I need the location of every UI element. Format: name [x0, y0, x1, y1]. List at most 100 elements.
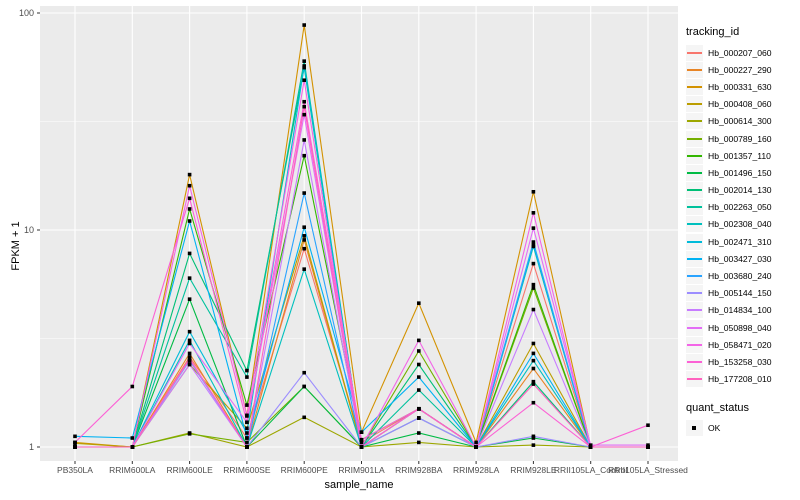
legend-key-line-icon — [687, 343, 702, 346]
legend-item-ok: OK — [686, 420, 798, 437]
legend-key-line-icon — [687, 85, 702, 88]
legend-item-label: Hb_003680_240 — [708, 271, 772, 282]
y-tick-label: 100 — [19, 8, 34, 18]
data-point — [302, 370, 306, 375]
legend-item-label: Hb_000789_160 — [708, 133, 772, 144]
legend-item: Hb_014834_100 — [686, 302, 798, 319]
data-point — [245, 445, 249, 449]
data-point — [531, 226, 536, 230]
legend-item: Hb_002263_050 — [686, 199, 798, 216]
data-point — [302, 191, 306, 195]
legend-item: Hb_002014_130 — [686, 182, 798, 199]
legend-item: Hb_000789_160 — [686, 130, 798, 147]
data-point — [359, 440, 364, 445]
data-point — [245, 375, 249, 379]
data-point — [417, 375, 421, 379]
data-point — [531, 400, 536, 405]
data-point — [302, 234, 306, 238]
legend: tracking_id Hb_000207_060 Hb_000227_290 Hb… — [686, 26, 798, 437]
legend-key-line-icon — [687, 257, 702, 260]
data-point — [187, 251, 192, 256]
legend-item: Hb_058471_020 — [686, 336, 798, 353]
legend-key-line-icon — [687, 292, 702, 295]
data-point — [531, 379, 536, 384]
x-tick-label: RRIM928LE — [510, 465, 557, 475]
y-tick-label: 10 — [24, 225, 34, 235]
data-point — [302, 23, 306, 27]
legend-key-line-icon — [687, 206, 702, 209]
legend-item-label: Hb_058471_020 — [708, 339, 772, 350]
data-point — [531, 382, 536, 386]
data-point — [531, 282, 536, 287]
legend-key — [686, 182, 703, 199]
data-point — [531, 366, 536, 371]
legend-key — [686, 147, 703, 164]
data-point — [302, 384, 306, 389]
data-point — [187, 358, 192, 363]
legend-key-line-icon — [687, 51, 702, 54]
legend-item: Hb_000408_060 — [686, 96, 798, 113]
data-point — [531, 443, 536, 447]
legend-item-label: Hb_000614_300 — [708, 116, 772, 127]
data-point — [187, 338, 192, 343]
data-point — [531, 240, 536, 244]
legend-key-line-icon — [687, 120, 702, 123]
data-point — [531, 434, 536, 439]
data-point — [646, 423, 650, 428]
legend-item: Hb_005144_150 — [686, 285, 798, 302]
data-point — [187, 183, 192, 188]
legend-item-label: Hb_003427_030 — [708, 253, 772, 264]
legend-item: Hb_001496_150 — [686, 164, 798, 181]
legend-key — [686, 233, 703, 250]
legend-item-label: Hb_014834_100 — [708, 305, 772, 316]
legend-key — [686, 61, 703, 78]
legend-item-label: Hb_000331_630 — [708, 81, 772, 92]
data-point — [187, 297, 192, 301]
data-point — [531, 286, 536, 290]
data-point — [302, 415, 306, 420]
legend-item-label: Hb_001496_150 — [708, 167, 772, 178]
data-point — [245, 420, 249, 425]
data-point — [417, 388, 421, 392]
legend-item: Hb_000227_290 — [686, 61, 798, 78]
legend-key — [686, 164, 703, 181]
legend-key — [686, 130, 703, 147]
legend-key — [686, 96, 703, 113]
data-point — [187, 219, 192, 223]
data-point — [302, 246, 306, 251]
legend-key — [686, 319, 703, 336]
data-point — [302, 153, 306, 158]
legend-key-line-icon — [687, 68, 702, 71]
data-point — [187, 172, 192, 177]
data-point — [302, 112, 306, 117]
data-point — [73, 440, 77, 445]
legend-item-label: Hb_002014_130 — [708, 185, 772, 196]
legend-key-line-icon — [687, 103, 702, 106]
legend-key — [686, 113, 703, 130]
x-tick-label: RRIM901LA — [338, 465, 385, 475]
legend-item: Hb_000207_060 — [686, 44, 798, 61]
legend-key-line-icon — [687, 378, 702, 381]
legend-key-line-icon — [687, 309, 702, 312]
data-point — [417, 416, 421, 420]
legend-item-label: Hb_177208_010 — [708, 374, 772, 385]
legend-key-line-icon — [687, 240, 702, 243]
x-axis-title: sample_name — [324, 479, 394, 491]
x-tick-label: RRIM928BA — [395, 465, 443, 475]
data-point — [302, 238, 306, 242]
legend-key-line-icon — [687, 360, 702, 363]
x-tick-label: RRIM928LA — [453, 465, 500, 475]
data-point — [417, 349, 421, 353]
data-point — [359, 430, 364, 435]
legend-item-label: OK — [708, 423, 721, 434]
data-point — [245, 403, 249, 407]
data-point — [187, 356, 192, 361]
data-point — [302, 225, 306, 230]
data-point — [187, 276, 192, 280]
legend-item: Hb_003427_030 — [686, 250, 798, 267]
legend-item-label: Hb_000408_060 — [708, 99, 772, 110]
legend-key — [686, 336, 703, 353]
legend-title-tracking-id: tracking_id — [686, 26, 740, 38]
data-point — [187, 196, 192, 201]
x-tick-label: RRIM600LA — [109, 465, 156, 475]
